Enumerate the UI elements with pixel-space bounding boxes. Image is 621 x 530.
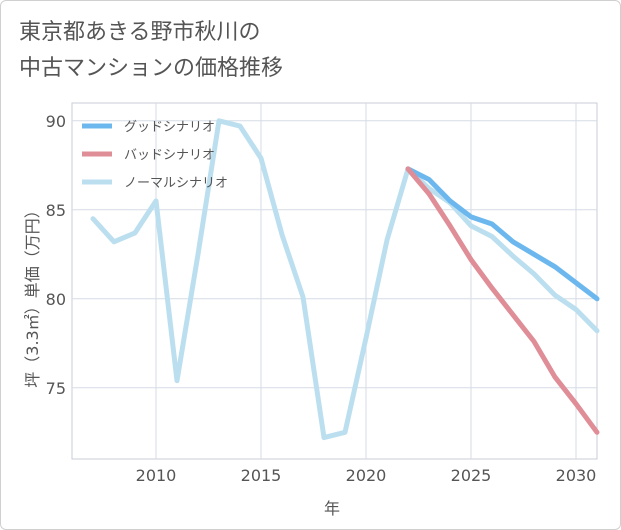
y-tick-label: 80	[46, 290, 66, 309]
y-axis-label: 坪（3.3㎡）単価（万円）	[23, 202, 42, 387]
series-line-0	[405, 166, 600, 302]
series-lines	[90, 118, 600, 441]
plot-area	[71, 102, 598, 460]
chart-title-line-1: 東京都あきる野市秋川の	[19, 20, 261, 45]
x-tick-label: 2010	[136, 466, 177, 485]
y-tick-label: 85	[46, 201, 66, 220]
x-tick-label: 2015	[241, 466, 282, 485]
y-tick-label: 90	[46, 112, 66, 131]
x-tick-label: 2025	[451, 466, 492, 485]
x-axis-ticks: 2010 2015 2020 2025 2030	[136, 466, 597, 485]
series-line-1	[405, 166, 600, 435]
legend-label-0: グッドシナリオ	[124, 120, 215, 135]
series-line-2	[90, 118, 600, 441]
legend-label-1: バッドシナリオ	[124, 148, 215, 163]
y-tick-label: 75	[46, 379, 66, 398]
chart-title: 東京都あきる野市秋川の 中古マンションの価格推移	[19, 15, 579, 87]
x-tick-label: 2030	[556, 466, 597, 485]
legend-label-2: ノーマルシナリオ	[124, 176, 228, 191]
y-axis-ticks: 75 80 85 90	[46, 112, 66, 398]
x-tick-label: 2020	[346, 466, 387, 485]
x-axis-label: 年	[324, 499, 340, 518]
chart-title-line-2: 中古マンションの価格推移	[19, 56, 284, 81]
